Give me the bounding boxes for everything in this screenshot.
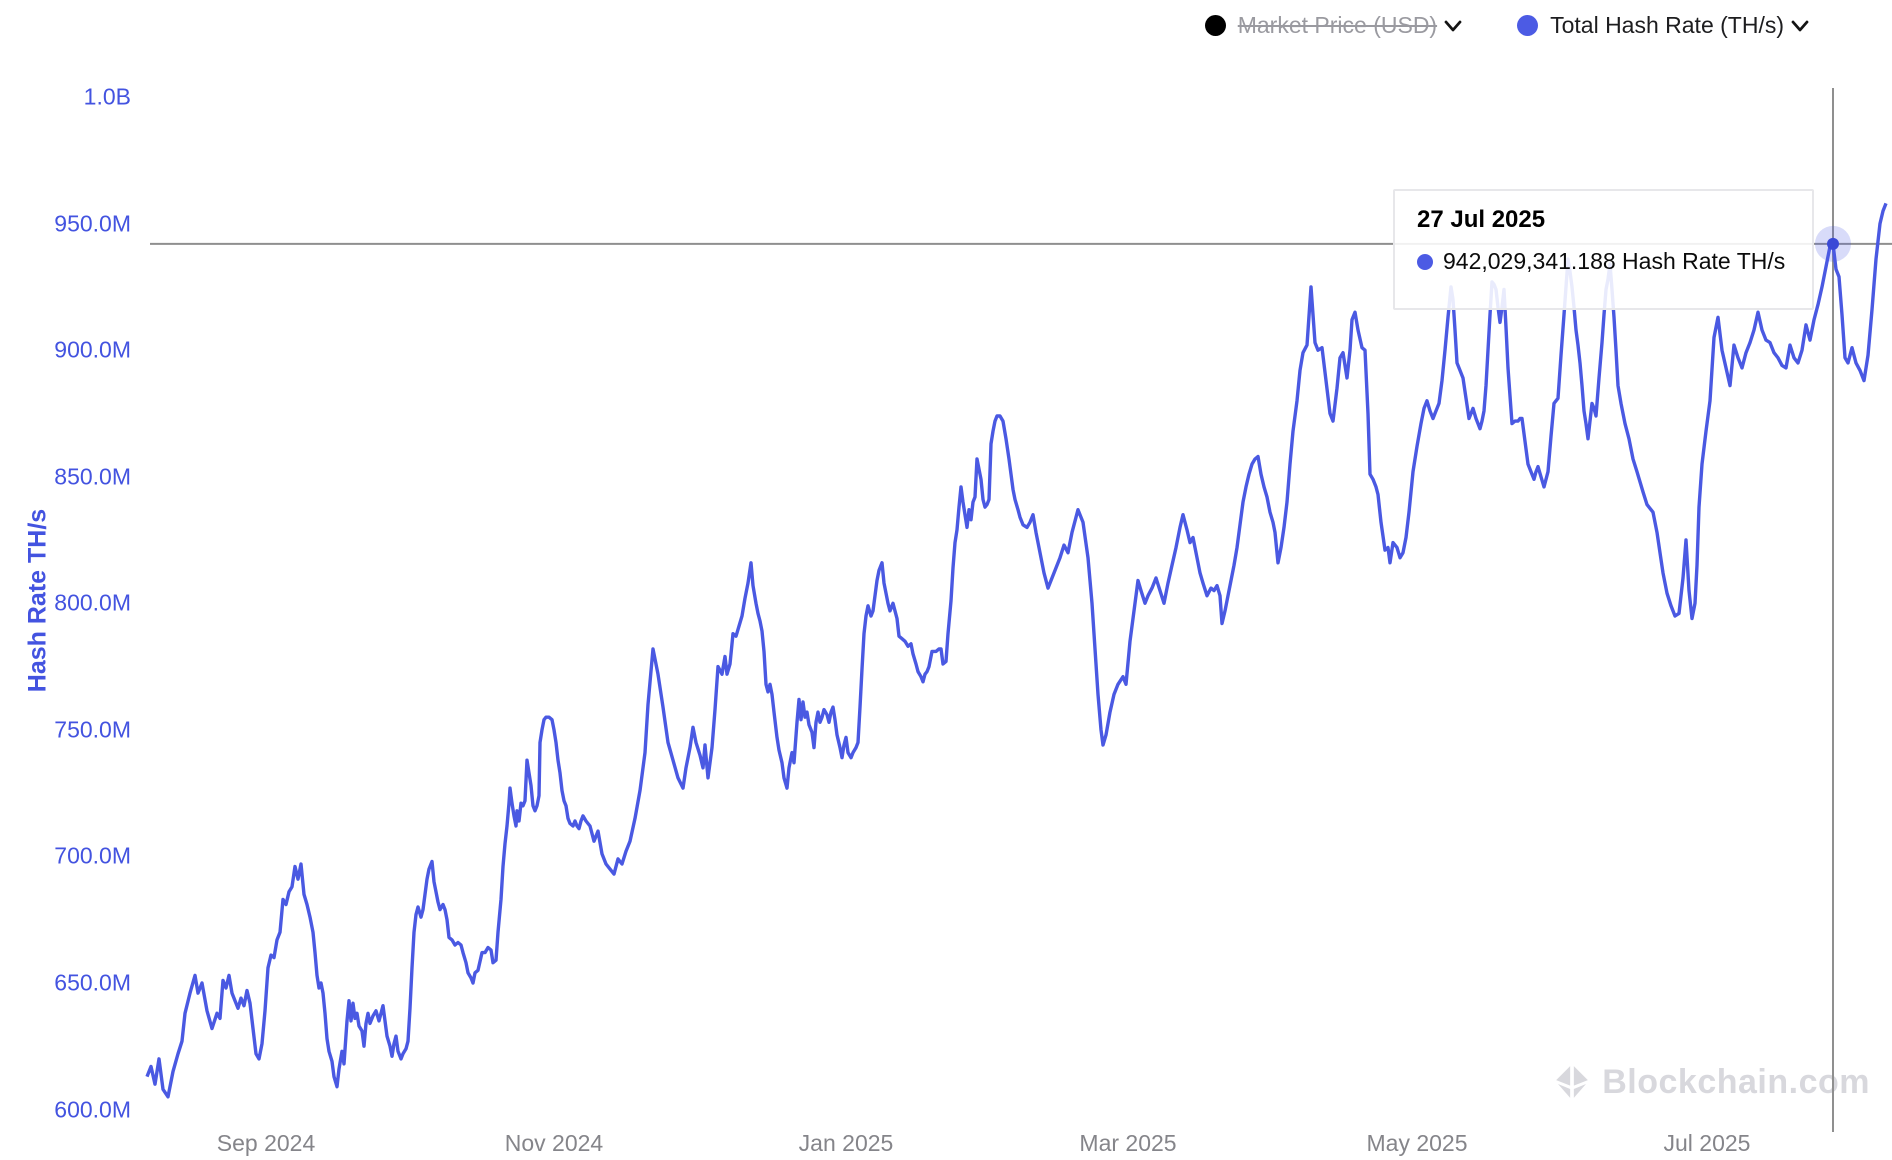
x-tick-label: Sep 2024: [216, 1130, 316, 1156]
chart-legend: Market Price (USD) Total Hash Rate (TH/s…: [1204, 12, 1812, 39]
tooltip-value-row: 942,029,341.188 Hash Rate TH/s: [1417, 248, 1790, 275]
market-price-series-dot: [1204, 15, 1226, 36]
y-tick-label: 700.0M: [54, 842, 131, 869]
y-tick-label: 600.0M: [54, 1096, 131, 1122]
hash-rate-line: [145, 202, 1888, 1099]
y-tick-label: 1.0B: [83, 83, 131, 110]
x-tick-label: Jan 2025: [798, 1130, 894, 1156]
y-tick-label: 900.0M: [54, 336, 131, 363]
y-tick-label: 750.0M: [54, 716, 131, 743]
legend-item-label: Total Hash Rate (TH/s): [1550, 12, 1784, 38]
y-tick-label: 800.0M: [54, 589, 131, 616]
x-tick-label: Nov 2024: [504, 1130, 604, 1156]
chevron-down-icon[interactable]: [1441, 14, 1465, 38]
tooltip-value: 942,029,341.188 Hash Rate TH/s: [1443, 248, 1786, 274]
chevron-down-icon[interactable]: [1788, 14, 1812, 38]
tooltip-date: 27 Jul 2025: [1417, 206, 1546, 233]
legend-item-label: Market Price (USD): [1237, 12, 1438, 38]
watermark-text: Blockchain.com: [1602, 1062, 1870, 1101]
legend-item-hash-rate[interactable]: Total Hash Rate (TH/s): [1517, 12, 1812, 39]
y-tick-label: 950.0M: [54, 210, 131, 237]
x-tick-label: Jul 2025: [1663, 1130, 1751, 1156]
y-tick-label: 650.0M: [54, 969, 131, 996]
tooltip-series-dot: [1417, 253, 1433, 270]
hover-marker-dot: [1827, 237, 1839, 250]
x-tick-label: May 2025: [1366, 1130, 1468, 1156]
legend-item-market-price[interactable]: Market Price (USD): [1204, 12, 1465, 39]
chart-tooltip: 27 Jul 2025 942,029,341.188 Hash Rate TH…: [1393, 189, 1814, 310]
x-tick-label: Mar 2025: [1079, 1130, 1177, 1156]
hash-rate-series-dot: [1517, 15, 1539, 36]
blockchain-logo-icon: [1556, 1066, 1589, 1098]
y-tick-label: 850.0M: [54, 463, 131, 490]
blockchain-watermark: Blockchain.com: [1552, 1062, 1870, 1102]
